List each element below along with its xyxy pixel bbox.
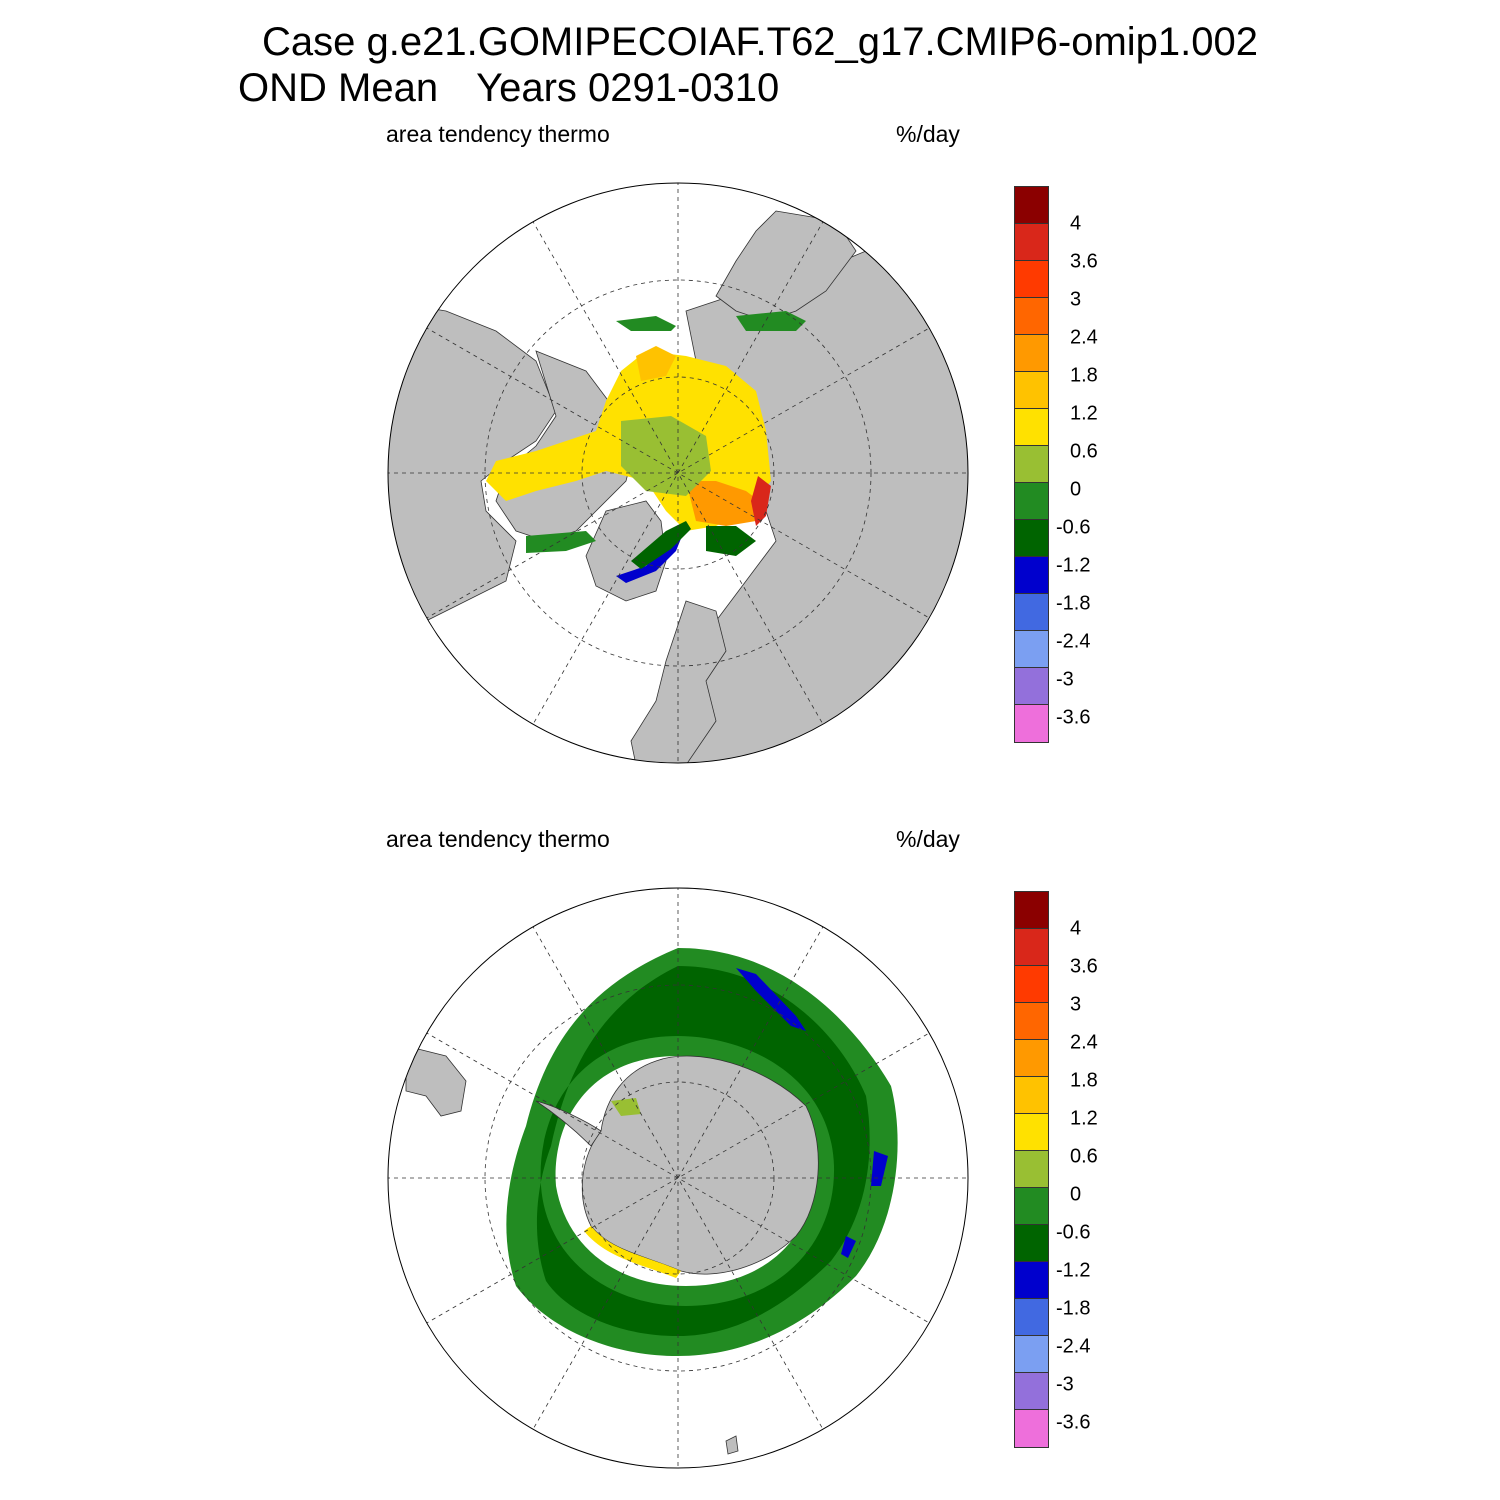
figure-subtitle: OND Mean Years 0291-0310 [238, 66, 779, 111]
colorbar-swatch [1015, 929, 1048, 966]
colorbar-swatch [1015, 966, 1048, 1003]
colorbar-swatch [1015, 1373, 1048, 1410]
colorbar-tick-label: -3 [1056, 1373, 1074, 1396]
colorbar-swatch [1015, 1410, 1048, 1447]
colorbar-tick-label: 4 [1070, 917, 1082, 940]
south-ice-coast-yellow [584, 1226, 681, 1278]
colorbar-swatch [1015, 1003, 1048, 1040]
colorbar-tick-label: 2.4 [1070, 1031, 1098, 1054]
colorbar-tick-label: -0.6 [1056, 1221, 1091, 1244]
south-land-america [405, 1045, 467, 1117]
north-ice-orange [686, 481, 766, 526]
colorbar-tick-label: -1.2 [1056, 1259, 1091, 1282]
north-ice-darkgreen-band [706, 526, 756, 556]
south-ice-blue-3 [841, 1236, 856, 1258]
north-land-greenland [585, 500, 667, 602]
colorbar-tick-label: -0.6 [1056, 516, 1091, 539]
colorbar-tick-label: 1.8 [1070, 364, 1098, 387]
colorbar-swatch [1015, 1262, 1048, 1299]
colorbar-tick-label: 1.2 [1070, 402, 1098, 425]
south-ice-blue-1 [736, 968, 806, 1031]
north-ice-green-band2 [736, 311, 806, 331]
colorbar-swatch [1015, 705, 1048, 742]
colorbar-tick-label: 3 [1070, 288, 1082, 311]
north-polar-map [387, 182, 969, 764]
colorbar-swatch [1015, 1299, 1048, 1336]
colorbar-swatch [1015, 668, 1048, 705]
colorbar-swatch [1015, 1114, 1048, 1151]
south-land-antarctica [581, 1055, 819, 1275]
north-ice-blue-streak [616, 526, 686, 583]
colorbar-tick-label: -3.6 [1056, 1411, 1091, 1434]
south-ice-blue-2 [871, 1151, 888, 1186]
colorbar-swatch [1015, 224, 1048, 261]
colorbar-tick-label: 3 [1070, 993, 1082, 1016]
colorbar-swatch [1015, 557, 1048, 594]
colorbar-tick-label: -2.4 [1056, 630, 1091, 653]
figure-title: Case g.e21.GOMIPECOIAF.T62_g17.CMIP6-omi… [262, 20, 1259, 64]
colorbar-tick-label: -2.4 [1056, 1335, 1091, 1358]
colorbar-swatch [1015, 1336, 1048, 1373]
colorbar-tick-label: 0.6 [1070, 1145, 1098, 1168]
colorbar-tick-label: -3 [1056, 668, 1074, 691]
colorbar-swatch [1015, 631, 1048, 668]
north-units-label: %/day [896, 121, 960, 147]
colorbar-swatch [1015, 187, 1048, 224]
north-ice-red-edge [751, 476, 771, 526]
south-land-peninsula [535, 1100, 602, 1147]
colorbar-tick-label: 1.2 [1070, 1107, 1098, 1130]
north-ice-darkgreen-streak [631, 521, 691, 569]
colorbar-swatch [1015, 335, 1048, 372]
north-ice-lightorange [636, 346, 676, 381]
years-label: Years 0291-0310 [476, 66, 780, 110]
north-land-europe [630, 600, 727, 763]
colorbar-swatch [1015, 1040, 1048, 1077]
colorbar-swatch [1015, 446, 1048, 483]
colorbar-swatch [1015, 298, 1048, 335]
colorbar-tick-label: 3.6 [1070, 250, 1098, 273]
north-colorbar [1014, 186, 1049, 743]
colorbar-tick-label: 3.6 [1070, 955, 1098, 978]
colorbar-swatch [1015, 594, 1048, 631]
north-ice-green-lower [526, 531, 596, 553]
south-variable-label: area tendency thermo [386, 826, 610, 852]
colorbar-tick-label: 0 [1070, 478, 1082, 501]
north-ice-lightgreen [621, 416, 711, 496]
south-ice-darkgreen [536, 966, 870, 1336]
colorbar-swatch [1015, 409, 1048, 446]
colorbar-tick-label: 4 [1070, 212, 1082, 235]
south-polar-map [387, 887, 969, 1469]
colorbar-swatch [1015, 1151, 1048, 1188]
colorbar-swatch [1015, 520, 1048, 557]
north-land-america [388, 300, 557, 652]
colorbar-swatch [1015, 483, 1048, 520]
colorbar-tick-label: 0 [1070, 1183, 1082, 1206]
colorbar-swatch [1015, 1225, 1048, 1262]
south-land-island [725, 1435, 739, 1455]
north-variable-label: area tendency thermo [386, 121, 610, 147]
colorbar-tick-label: -1.8 [1056, 592, 1091, 615]
colorbar-tick-label: -1.8 [1056, 1297, 1091, 1320]
colorbar-swatch [1015, 1077, 1048, 1114]
south-units-label: %/day [896, 826, 960, 852]
season-label: OND Mean [238, 66, 439, 110]
colorbar-tick-label: -3.6 [1056, 706, 1091, 729]
colorbar-tick-label: -1.2 [1056, 554, 1091, 577]
colorbar-swatch [1015, 372, 1048, 409]
colorbar-tick-label: 0.6 [1070, 440, 1098, 463]
north-ice-green-band [616, 316, 676, 331]
colorbar-swatch [1015, 892, 1048, 929]
colorbar-tick-label: 1.8 [1070, 1069, 1098, 1092]
south-colorbar [1014, 891, 1049, 1448]
colorbar-tick-label: 2.4 [1070, 326, 1098, 349]
colorbar-swatch [1015, 1188, 1048, 1225]
colorbar-swatch [1015, 261, 1048, 298]
